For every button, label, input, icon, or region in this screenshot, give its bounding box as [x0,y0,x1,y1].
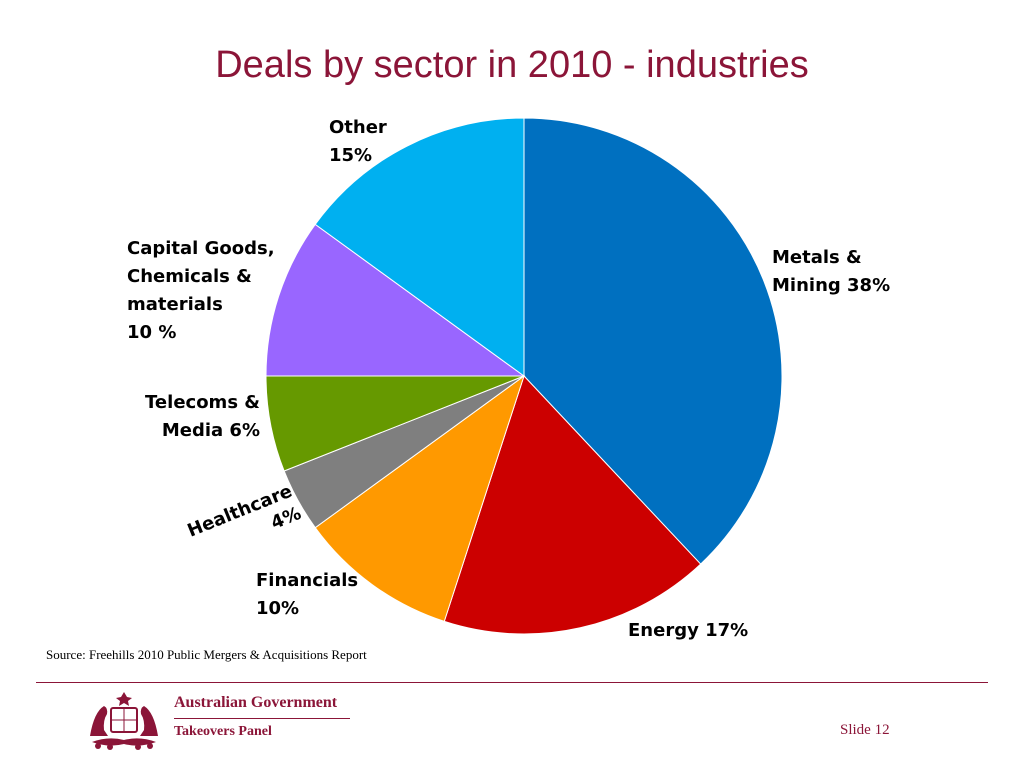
org-subname: Takeovers Panel [174,724,272,739]
source-note: Source: Freehills 2010 Public Mergers & … [46,647,367,662]
pie-slice-metals [523,117,783,565]
pie-slice-energy [443,375,702,635]
pie-slice-capital [265,223,526,377]
slide-title: Deals by sector in 2010 - industries [215,44,809,86]
label-financials: Financials 10% [256,570,359,619]
pie-slice-financials [314,374,525,623]
pie-slice-other [314,117,525,377]
label-capital-goods: Capital Goods, Chemicals & materials 10 … [127,238,275,343]
label-telecoms-media: Telecoms & Media 6% [145,392,260,441]
org-divider [174,718,350,719]
footer-divider [36,682,988,683]
footer-logo: Australian Government Takeovers Panel [84,688,384,754]
org-name: Australian Government [174,694,338,711]
label-other: Other 15% [329,117,387,166]
coat-of-arms-icon [90,692,158,750]
label-energy: Energy 17% [628,620,749,641]
slide-number: Slide 12 [840,722,890,738]
label-metals-mining: Metals & Mining 38% [772,247,891,296]
